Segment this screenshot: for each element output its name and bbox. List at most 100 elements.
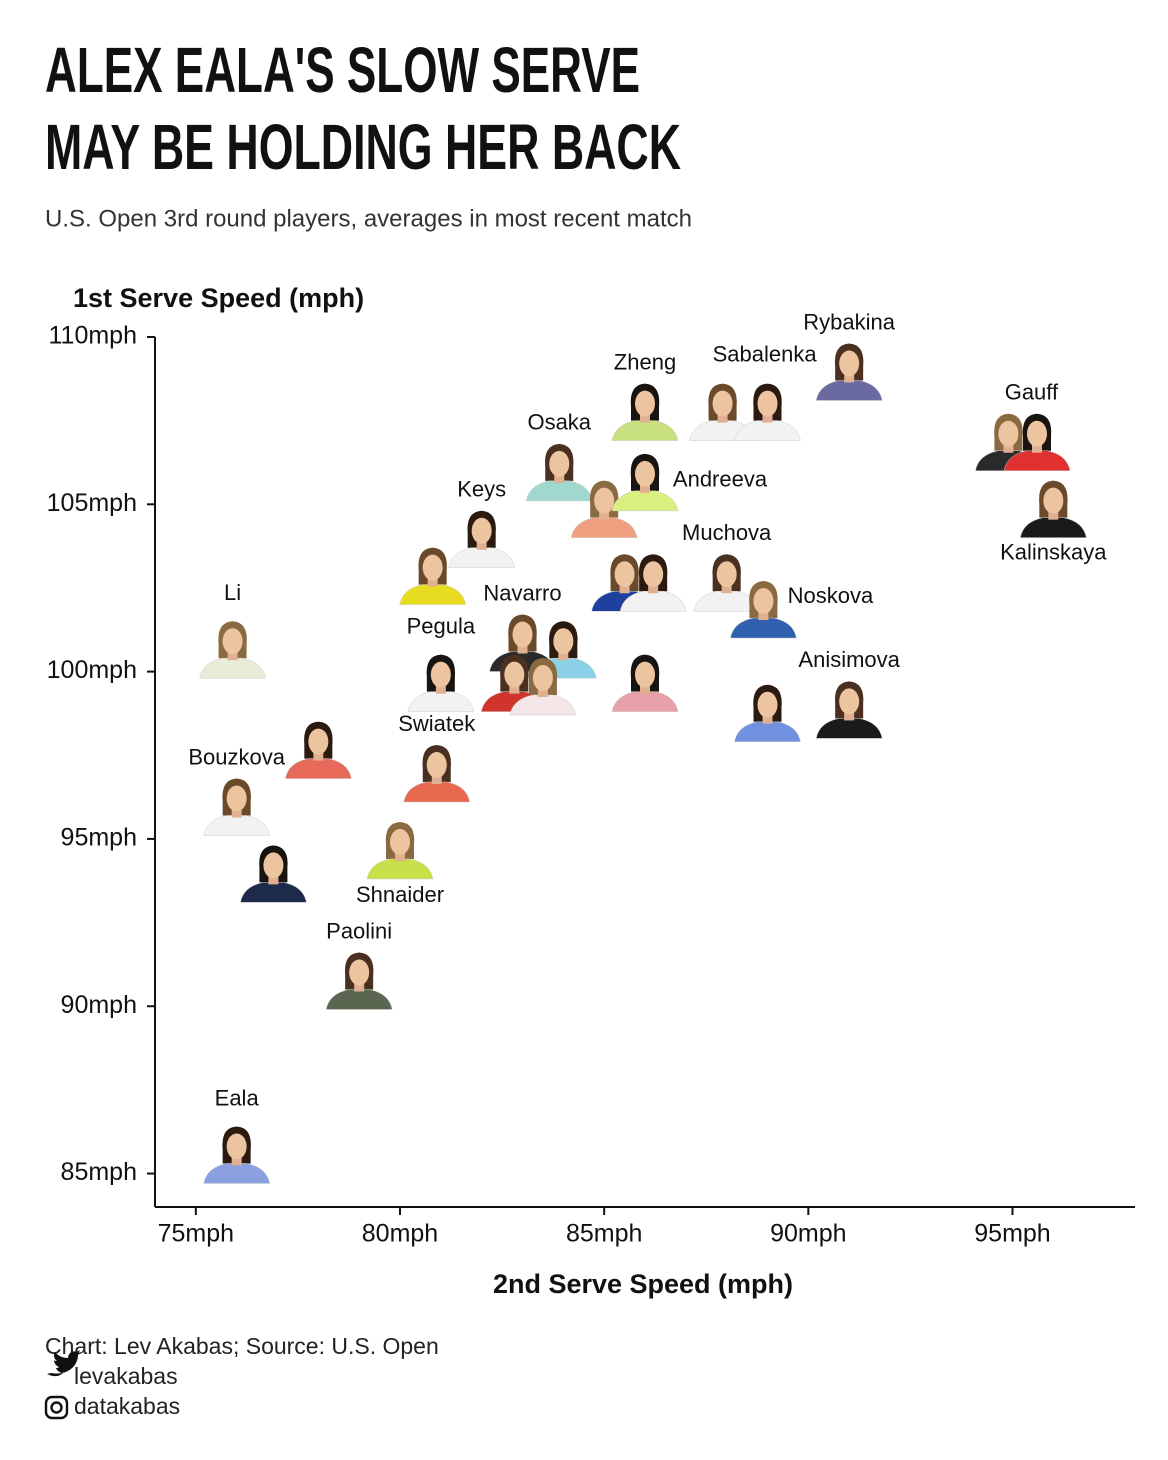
instagram-handle: datakabas <box>74 1393 180 1419</box>
neck <box>1003 442 1014 453</box>
neck <box>231 1155 242 1166</box>
player-label: Sabalenka <box>713 341 818 366</box>
player-point <box>730 581 797 639</box>
face <box>839 688 860 715</box>
neck <box>395 850 405 861</box>
neck <box>619 583 630 594</box>
x-tick-label: 80mph <box>362 1220 438 1248</box>
shoulders <box>611 420 679 441</box>
player-point <box>815 343 883 401</box>
face <box>308 728 329 755</box>
y-tick-label: 95mph <box>61 824 137 852</box>
neck <box>717 412 728 423</box>
player-point <box>285 721 352 779</box>
instagram-icon <box>44 1395 69 1420</box>
y-tick-label: 85mph <box>61 1158 137 1186</box>
face <box>553 628 574 655</box>
face <box>226 1133 247 1160</box>
neck <box>354 981 365 992</box>
face <box>643 561 664 588</box>
player-point <box>325 952 393 1010</box>
y-tick-label: 105mph <box>47 489 137 517</box>
shoulders <box>366 858 434 880</box>
shoulders <box>509 694 577 716</box>
shoulders <box>734 420 801 441</box>
neck <box>758 610 769 621</box>
x-tick-label: 95mph <box>974 1220 1050 1248</box>
player-point <box>611 453 679 512</box>
shoulders <box>611 490 679 512</box>
neck <box>517 643 528 654</box>
neck <box>558 650 569 661</box>
shoulders <box>240 882 307 903</box>
shoulders <box>203 815 270 836</box>
face <box>471 517 492 544</box>
x-axis-title: 2nd Serve Speed (mph) <box>493 1269 793 1299</box>
neck <box>476 539 487 550</box>
shoulders <box>1003 450 1071 471</box>
player-point <box>734 684 801 743</box>
neck <box>231 807 242 818</box>
neck <box>762 412 773 423</box>
player-label: Paolini <box>326 918 392 943</box>
neck <box>435 683 446 694</box>
x-tick-label: 75mph <box>158 1220 234 1248</box>
neck <box>1032 442 1042 453</box>
subtitle: U.S. Open 3rd round players, averages in… <box>45 205 692 232</box>
face <box>222 628 243 655</box>
neck <box>844 710 855 721</box>
shoulders <box>325 989 393 1010</box>
face <box>549 450 570 477</box>
player-label: Li <box>224 580 241 605</box>
instagram-icon <box>50 1401 63 1414</box>
neck <box>1048 509 1059 520</box>
player-label: Bouzkova <box>188 744 285 769</box>
neck <box>844 372 855 383</box>
face <box>839 350 860 377</box>
shoulders <box>203 1163 270 1184</box>
x-tick-label: 85mph <box>566 1220 642 1248</box>
neck <box>537 687 548 697</box>
neck <box>721 583 732 594</box>
face <box>716 561 737 588</box>
y-tick-label: 100mph <box>47 656 137 684</box>
shoulders <box>619 591 687 612</box>
neck <box>427 576 438 587</box>
face <box>712 390 733 417</box>
shoulders <box>815 718 883 739</box>
player-point <box>815 681 883 739</box>
face <box>504 661 525 688</box>
face <box>753 588 774 615</box>
face <box>422 554 443 581</box>
player-label: Rybakina <box>803 309 895 334</box>
shoulders <box>285 758 352 779</box>
player-point <box>570 480 638 538</box>
y-tick-label: 90mph <box>61 991 137 1019</box>
y-axis-title: 1st Serve Speed (mph) <box>73 283 364 313</box>
face <box>263 852 284 879</box>
face <box>532 665 553 691</box>
shoulders <box>399 584 466 605</box>
shoulders <box>815 380 883 401</box>
face <box>635 460 655 487</box>
player-label: Noskova <box>788 583 874 608</box>
face <box>226 785 247 812</box>
neck <box>509 683 520 694</box>
neck <box>640 412 650 423</box>
shoulders <box>525 480 593 502</box>
player-label: Gauff <box>1005 380 1059 405</box>
face <box>614 561 635 588</box>
y-tick-label: 110mph <box>49 322 138 350</box>
shoulders <box>448 547 515 569</box>
face <box>635 661 655 688</box>
face <box>1043 487 1064 514</box>
shoulders <box>734 721 801 743</box>
player-point <box>734 383 801 441</box>
chart-title: MAY BE HOLDING HER BACK <box>45 111 681 183</box>
player-label: Zheng <box>614 349 676 374</box>
player-point <box>399 547 466 605</box>
player-point <box>611 654 679 712</box>
player-point <box>240 845 307 903</box>
shoulders <box>611 691 679 712</box>
shoulders <box>570 517 638 538</box>
